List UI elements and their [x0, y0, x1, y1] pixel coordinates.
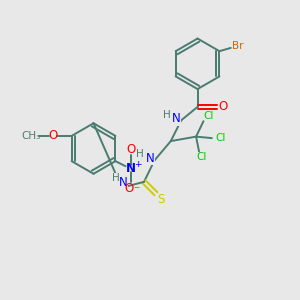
Text: Br: Br: [232, 41, 244, 51]
Text: O: O: [48, 129, 58, 142]
Text: H: H: [112, 173, 120, 183]
Text: O: O: [125, 182, 134, 195]
Text: H: H: [163, 110, 171, 120]
Text: Cl: Cl: [197, 152, 207, 162]
Text: N: N: [119, 176, 128, 189]
Text: Cl: Cl: [215, 133, 226, 143]
Text: O: O: [127, 143, 136, 156]
Text: N: N: [172, 112, 180, 125]
Text: CH₃: CH₃: [21, 130, 40, 141]
Text: H: H: [136, 149, 144, 159]
Text: N: N: [126, 162, 136, 175]
Text: N: N: [146, 152, 154, 164]
Text: O: O: [218, 100, 227, 113]
Text: S: S: [158, 193, 165, 206]
Text: ⁻: ⁻: [134, 184, 140, 197]
Text: +: +: [134, 160, 142, 169]
Text: Cl: Cl: [203, 111, 214, 121]
